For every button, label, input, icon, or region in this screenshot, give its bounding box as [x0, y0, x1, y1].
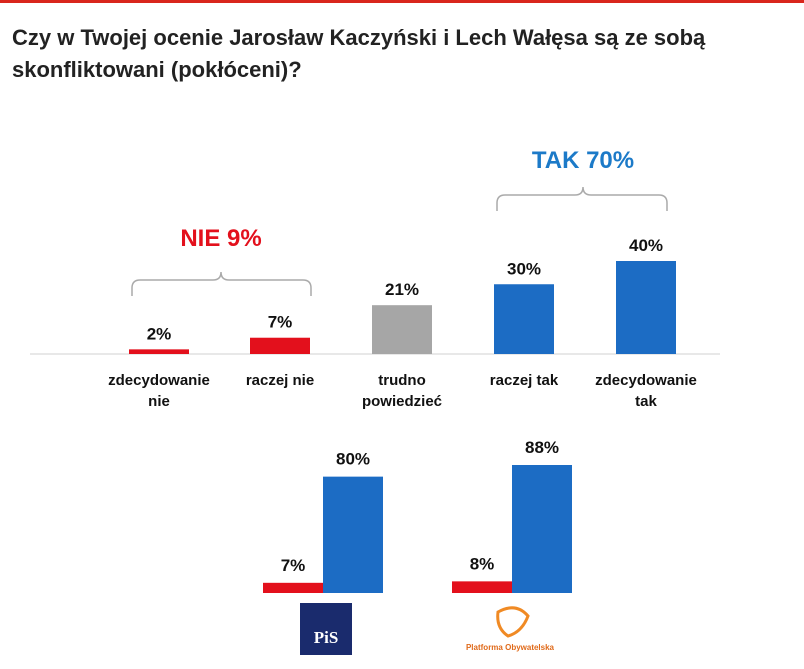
- top-rule: [0, 0, 804, 3]
- value-label: 8%: [470, 554, 495, 573]
- bar: [616, 261, 676, 354]
- value-label: 88%: [525, 438, 559, 457]
- x-tick-label: zdecydowanie nie: [108, 372, 210, 410]
- x-tick-label: raczej nie: [246, 372, 314, 389]
- bar: [250, 337, 310, 354]
- category-label: PiS: [314, 628, 339, 647]
- annotation: NIE 9%: [180, 225, 261, 252]
- value-label: 2%: [147, 324, 172, 343]
- chart-title: Czy w Twojej ocenie Jarosław Kaczyński i…: [12, 25, 706, 82]
- value-label: 7%: [281, 556, 306, 575]
- po-logo: [496, 606, 530, 638]
- bar: [494, 284, 554, 354]
- x-tick-label: trudno powiedzieć: [362, 372, 442, 410]
- bar: [129, 349, 189, 354]
- value-label: 30%: [507, 259, 541, 278]
- brace: [496, 186, 668, 211]
- pis-logo: [300, 603, 352, 655]
- bar: [452, 581, 512, 593]
- bar: [263, 582, 323, 593]
- category-label: Platforma Obywatelska: [466, 643, 555, 652]
- value-label: 80%: [336, 450, 370, 469]
- x-tick-label: raczej tak: [490, 372, 559, 389]
- x-tick-label: zdecydowanie tak: [595, 372, 697, 410]
- bar: [512, 465, 572, 593]
- bar: [372, 305, 432, 354]
- annotation: TAK 70%: [532, 147, 634, 174]
- value-label: 7%: [268, 313, 293, 332]
- value-label: 40%: [629, 236, 663, 255]
- brace: [131, 271, 312, 296]
- bar: [323, 476, 383, 593]
- value-label: 21%: [385, 280, 419, 299]
